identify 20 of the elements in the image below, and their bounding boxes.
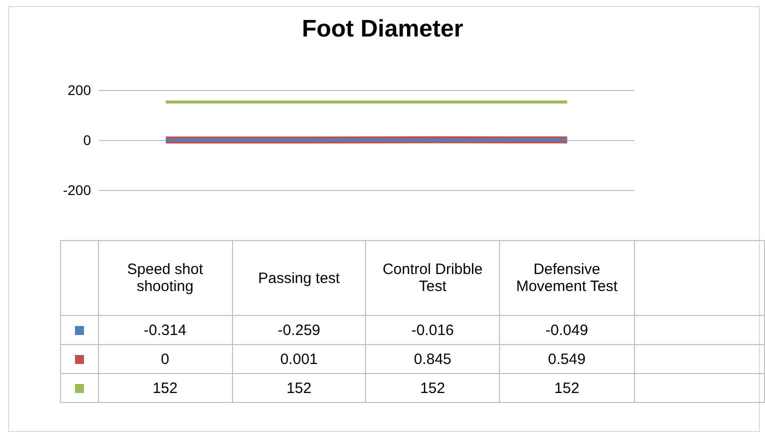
x-tick-label: Defensive Movement Test xyxy=(499,240,634,316)
y-tick-label: 200 xyxy=(68,82,92,98)
y-tick-label: -200 xyxy=(62,182,92,198)
data-label: -0.259 xyxy=(232,316,366,344)
data-label: 0.001 xyxy=(232,344,366,374)
data-label: -0.314 xyxy=(98,316,232,344)
data-label: 0.549 xyxy=(499,344,634,374)
chart-title: Foot Diameter xyxy=(302,16,464,42)
y-tick-label: 0 xyxy=(83,132,92,148)
data-label: 0 xyxy=(98,344,232,374)
x-tick-label: Control Dribble Test xyxy=(366,240,500,316)
data-label: 152 xyxy=(98,374,232,402)
data-label: 0.845 xyxy=(366,344,500,374)
data-label: 152 xyxy=(499,374,634,402)
data-label: -0.049 xyxy=(499,316,634,344)
x-tick-label: Passing test xyxy=(232,240,366,316)
data-label: 152 xyxy=(232,374,366,402)
x-tick-label: Speed shot shooting xyxy=(98,240,232,316)
data-label: -0.016 xyxy=(366,316,500,344)
data-label: 152 xyxy=(366,374,500,402)
